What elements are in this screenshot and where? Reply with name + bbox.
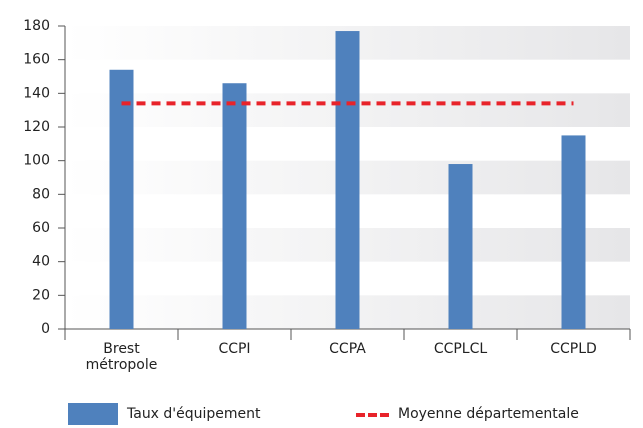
y-tick-label: 100 bbox=[23, 153, 50, 169]
y-tick-label: 140 bbox=[23, 85, 50, 101]
bar bbox=[222, 83, 247, 329]
legend-label: Taux d'équipement bbox=[126, 406, 261, 422]
legend-swatch bbox=[68, 403, 118, 425]
bar bbox=[109, 69, 134, 330]
x-tick-label: CCPI bbox=[218, 341, 251, 357]
x-tick-label: Brest métropole bbox=[85, 341, 158, 373]
x-tick-label: CCPA bbox=[329, 341, 366, 357]
y-tick-label: 120 bbox=[23, 119, 50, 135]
y-tick-label: 0 bbox=[41, 321, 50, 337]
bar bbox=[335, 31, 360, 330]
x-tick-label: CCPLD bbox=[550, 341, 597, 357]
legend-label: Moyenne départementale bbox=[398, 406, 579, 422]
bar bbox=[448, 164, 473, 329]
y-tick-label: 60 bbox=[32, 220, 50, 236]
x-tick-label: CCPLCL bbox=[433, 341, 488, 357]
y-tick-label: 40 bbox=[32, 254, 50, 270]
y-tick-label: 160 bbox=[23, 52, 50, 68]
y-tick-label: 80 bbox=[32, 186, 50, 202]
bar bbox=[561, 135, 586, 329]
y-tick-label: 180 bbox=[23, 18, 50, 34]
y-tick-label: 20 bbox=[32, 287, 50, 303]
